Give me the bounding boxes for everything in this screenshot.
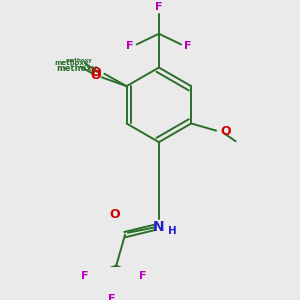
Text: H: H: [168, 226, 176, 236]
Text: O: O: [90, 66, 101, 79]
Text: methoxy: methoxy: [56, 64, 98, 73]
Text: F: F: [126, 41, 133, 51]
Text: O: O: [90, 69, 101, 82]
Text: O: O: [109, 208, 120, 221]
Text: F: F: [184, 41, 192, 51]
Text: F: F: [108, 294, 116, 300]
Text: methoxy: methoxy: [54, 60, 89, 66]
Text: F: F: [139, 271, 147, 281]
Text: methoxy: methoxy: [65, 58, 92, 63]
Text: O: O: [220, 125, 231, 138]
Text: F: F: [80, 271, 88, 281]
Text: F: F: [155, 2, 163, 12]
Text: N: N: [153, 220, 165, 234]
